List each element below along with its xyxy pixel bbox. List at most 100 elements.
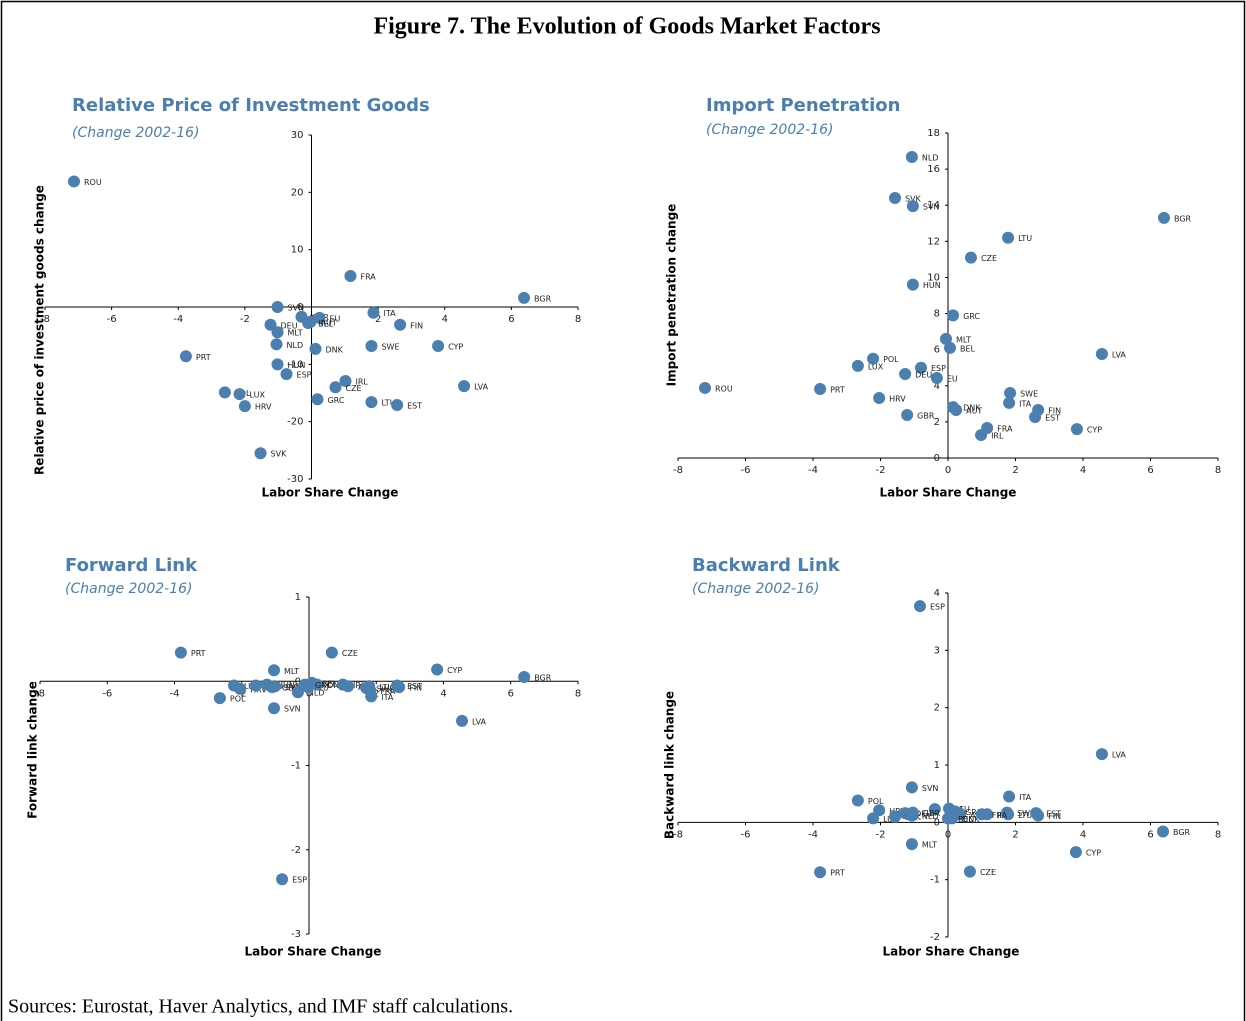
x-tick-label: -4 bbox=[173, 314, 183, 325]
x-tick-label: 4 bbox=[1080, 465, 1086, 476]
y-tick-label: 20 bbox=[291, 187, 304, 198]
y-tick-label: 1 bbox=[934, 760, 940, 771]
chart-subtitle: (Change 2002-16) bbox=[706, 122, 833, 138]
point bbox=[518, 291, 531, 304]
point-label: POL bbox=[883, 355, 899, 364]
point bbox=[1029, 411, 1042, 424]
point-label: SWE bbox=[376, 684, 394, 693]
point-label: FRA bbox=[360, 273, 376, 282]
y-tick-label: 14 bbox=[927, 200, 940, 211]
x-tick-label: -2 bbox=[876, 829, 886, 840]
point-label: MLT bbox=[284, 667, 299, 676]
point-label: PRT bbox=[830, 869, 845, 878]
point-label: GRC bbox=[963, 312, 980, 321]
point bbox=[302, 317, 315, 330]
point bbox=[271, 326, 284, 339]
point bbox=[905, 151, 918, 164]
x-tick-label: 0 bbox=[945, 465, 951, 476]
y-axis-title: Forward link change bbox=[26, 681, 40, 819]
point-label: NLD bbox=[922, 154, 939, 163]
point bbox=[339, 374, 352, 387]
point-label: DNK bbox=[327, 681, 345, 690]
point bbox=[271, 358, 284, 371]
x-tick-label: 6 bbox=[1147, 465, 1153, 476]
point bbox=[218, 386, 231, 399]
figure-title: Figure 7. The Evolution of Goods Market … bbox=[373, 14, 880, 40]
point bbox=[975, 429, 988, 442]
point bbox=[174, 646, 187, 659]
point-label: CZE bbox=[342, 649, 358, 658]
point bbox=[360, 681, 373, 694]
point-label: HRV bbox=[255, 403, 272, 412]
point bbox=[915, 361, 927, 374]
point bbox=[889, 192, 902, 204]
x-tick-label: -8 bbox=[673, 829, 683, 840]
point-label: BGR bbox=[1174, 214, 1192, 223]
point-label: IRL bbox=[353, 681, 366, 690]
x-axis-title: Labor Share Change bbox=[883, 945, 1020, 959]
x-tick-label: 2 bbox=[1012, 829, 1018, 840]
point bbox=[950, 403, 963, 416]
x-tick-label: -8 bbox=[40, 314, 50, 325]
point-label: CZE bbox=[345, 384, 361, 393]
point bbox=[975, 808, 988, 821]
x-tick-label: 8 bbox=[1215, 829, 1221, 840]
point-label: AUT bbox=[321, 318, 337, 327]
point-label: DNK bbox=[963, 404, 981, 413]
point bbox=[311, 678, 324, 691]
point-label: SWE bbox=[1020, 390, 1038, 399]
x-tick-label: 8 bbox=[575, 688, 581, 699]
x-tick-label: 6 bbox=[508, 688, 514, 699]
point bbox=[899, 368, 912, 381]
point-label: ITA bbox=[1019, 793, 1032, 802]
point-label: LTU bbox=[1018, 811, 1032, 820]
point-label: DEU bbox=[281, 321, 298, 330]
x-tick-label: -6 bbox=[741, 829, 751, 840]
point bbox=[276, 873, 289, 886]
point-label: PRT bbox=[196, 353, 211, 362]
y-tick-label: -20 bbox=[287, 417, 303, 428]
point-label: BEL bbox=[958, 815, 974, 824]
y-tick-label: -3 bbox=[291, 929, 301, 940]
point-label: SVN bbox=[922, 784, 939, 793]
y-tick-label: 4 bbox=[934, 588, 940, 599]
point-label: SVK bbox=[271, 450, 288, 459]
point-label: SVK bbox=[905, 195, 922, 204]
point-label: LVA bbox=[1112, 351, 1127, 360]
point-label: EST bbox=[1046, 810, 1061, 819]
point bbox=[906, 200, 919, 213]
point bbox=[329, 381, 342, 394]
point bbox=[930, 372, 943, 385]
point bbox=[67, 175, 80, 188]
point bbox=[1002, 808, 1015, 821]
chart-subtitle: (Change 2002-16) bbox=[692, 581, 819, 597]
point-label: GBR bbox=[917, 412, 935, 421]
x-tick-label: -2 bbox=[876, 465, 886, 476]
point bbox=[867, 812, 880, 825]
point bbox=[518, 671, 531, 684]
point-label: GBR bbox=[923, 809, 941, 818]
point bbox=[964, 251, 977, 264]
point-label: CYP bbox=[447, 666, 462, 675]
point-label: GRC bbox=[327, 396, 344, 405]
point bbox=[291, 686, 304, 699]
y-tick-label: 3 bbox=[934, 645, 940, 656]
point bbox=[1032, 809, 1045, 822]
point bbox=[939, 332, 952, 345]
point bbox=[365, 396, 378, 409]
point-label: LUX bbox=[250, 391, 266, 400]
point-label: SVN bbox=[923, 203, 940, 212]
x-tick-label: 4 bbox=[1080, 829, 1086, 840]
point-label: IRL bbox=[355, 377, 368, 386]
point-label: LVA bbox=[472, 717, 487, 726]
point bbox=[873, 392, 886, 405]
chart-title: Backward Link bbox=[692, 555, 841, 576]
y-tick-label: 6 bbox=[934, 345, 940, 356]
x-tick-label: -6 bbox=[741, 465, 751, 476]
point bbox=[1156, 825, 1169, 838]
point-label: ITA bbox=[381, 693, 394, 702]
y-tick-label: 30 bbox=[291, 130, 304, 141]
point bbox=[458, 380, 471, 393]
